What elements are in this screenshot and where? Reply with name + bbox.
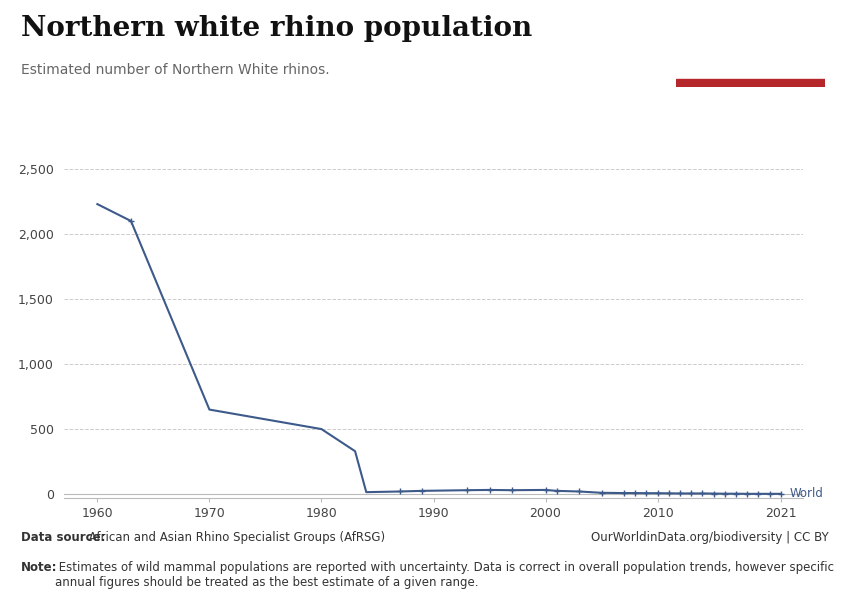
- Text: in Data: in Data: [726, 53, 774, 66]
- Text: World: World: [790, 487, 824, 500]
- Bar: [676, 79, 824, 87]
- Text: Our World: Our World: [717, 30, 784, 43]
- Text: Estimates of wild mammal populations are reported with uncertainty. Data is corr: Estimates of wild mammal populations are…: [55, 561, 834, 589]
- Text: Data source:: Data source:: [21, 531, 105, 544]
- Text: Estimated number of Northern White rhinos.: Estimated number of Northern White rhino…: [21, 63, 330, 77]
- Text: Northern white rhino population: Northern white rhino population: [21, 15, 532, 42]
- Text: Note:: Note:: [21, 561, 58, 574]
- Text: OurWorldinData.org/biodiversity | CC BY: OurWorldinData.org/biodiversity | CC BY: [591, 531, 829, 544]
- Text: African and Asian Rhino Specialist Groups (AfRSG): African and Asian Rhino Specialist Group…: [85, 531, 385, 544]
